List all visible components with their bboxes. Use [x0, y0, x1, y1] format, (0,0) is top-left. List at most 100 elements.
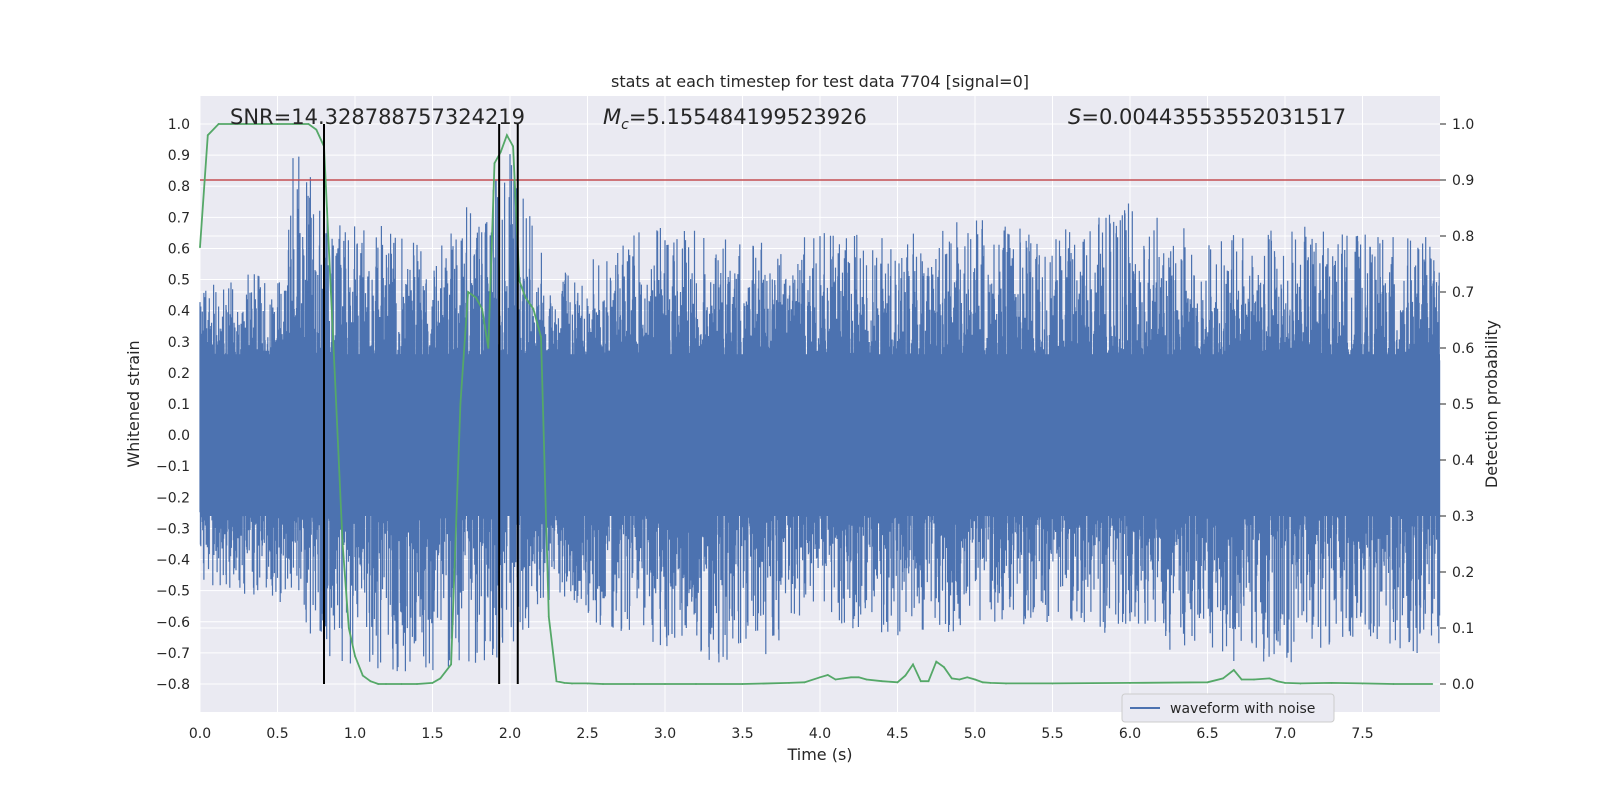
y-tick-label: −0.8	[156, 677, 190, 693]
s-symbol: S	[1068, 105, 1081, 129]
detection-probability-point	[1284, 681, 1286, 684]
detection-probability-point	[788, 681, 790, 684]
waveform-series	[199, 154, 1441, 672]
s-annotation: S=0.00443553552031517	[1068, 105, 1346, 129]
detection-probability-point	[307, 123, 310, 125]
y-tick-label: −0.1	[156, 459, 190, 475]
detection-probability-point	[563, 681, 566, 684]
detection-probability-point	[935, 660, 938, 663]
detection-probability-point	[532, 307, 535, 310]
x-tick-label: 2.5	[576, 726, 598, 742]
detection-probability-point	[467, 291, 470, 293]
detection-probability-point	[974, 678, 976, 681]
chart-title: stats at each timestep for test data 770…	[611, 72, 1029, 91]
detection-probability-point	[819, 676, 821, 679]
detection-probability-point	[834, 678, 837, 681]
detection-probability-point	[481, 307, 483, 310]
detection-probability-point	[1276, 680, 1279, 683]
y-tick-label: 0.5	[168, 273, 190, 289]
detection-probability-point	[540, 335, 542, 338]
y-tick-label: 0.6	[168, 241, 190, 257]
x-tick-label: 6.0	[1119, 726, 1141, 742]
detection-probability-point	[571, 682, 573, 685]
detection-probability-point	[803, 681, 806, 684]
detection-probability-point	[315, 128, 318, 131]
y2-tick-label: 0.2	[1452, 565, 1474, 581]
detection-probability-point	[1232, 669, 1235, 671]
y2-tick-label: 0.5	[1452, 397, 1474, 413]
overlay-layer	[199, 123, 1440, 685]
detection-probability-point	[865, 678, 868, 681]
detection-probability-point	[341, 543, 344, 545]
detection-probability-point	[1299, 682, 1302, 685]
chirp-mass-value: =5.155484199523926	[629, 105, 867, 129]
detection-probability-point	[1005, 682, 1007, 685]
detection-probability-point	[245, 123, 248, 125]
detection-probability-point	[261, 123, 263, 125]
detection-probability-point	[377, 683, 380, 685]
y2-tick-label: 0.3	[1452, 509, 1474, 525]
detection-probability-point	[518, 279, 521, 282]
detection-probability-point	[912, 663, 914, 666]
x-tick-label: 4.5	[886, 726, 908, 742]
snr-annotation: SNR=14.328788757324219	[230, 105, 525, 129]
detection-probability-point	[506, 134, 508, 137]
detection-probability-point	[217, 123, 220, 125]
y2-tick-label: 0.9	[1452, 173, 1474, 189]
detection-probability-point	[230, 123, 232, 125]
y-tick-label: −0.2	[156, 490, 190, 506]
x-tick-label: 2.0	[499, 726, 521, 742]
detection-probability-point	[943, 666, 945, 669]
detection-probability-point	[1431, 683, 1434, 685]
y-tick-label: −0.6	[156, 615, 190, 631]
y-tick-label: −0.5	[156, 584, 190, 600]
x-tick-label: 4.0	[809, 726, 831, 742]
x-tick-label: 1.5	[421, 726, 443, 742]
detection-probability-point	[664, 683, 666, 685]
detection-probability-point	[475, 296, 477, 299]
y2-tick-label: 0.0	[1452, 677, 1474, 693]
detection-probability-point	[276, 123, 279, 125]
s-value: =0.00443553552031517	[1081, 105, 1346, 129]
detection-probability-point	[1268, 677, 1271, 680]
y-tick-label: 0.4	[168, 304, 190, 320]
detection-probability-point	[385, 683, 387, 685]
detection-probability-point	[989, 681, 992, 684]
detection-probability-point	[450, 663, 452, 666]
x-tick-label: 0.5	[266, 726, 288, 742]
x-tick-label: 1.0	[344, 726, 366, 742]
detection-probability-point	[1361, 682, 1364, 685]
x-tick-label: 0.0	[189, 726, 211, 742]
detection-probability-point	[555, 680, 558, 683]
detection-probability-point	[966, 676, 969, 679]
detection-probability-point	[493, 162, 496, 165]
chirp-mass-subscript: c	[621, 117, 629, 133]
detection-probability-point	[369, 680, 372, 683]
detection-probability-point	[586, 682, 589, 685]
detection-probability-point	[881, 680, 883, 683]
detection-probability-point	[292, 123, 294, 125]
y2-tick-label: 0.4	[1452, 453, 1474, 469]
detection-probability-point	[400, 683, 403, 685]
detection-probability-point	[958, 678, 961, 681]
y-tick-label: 0.8	[168, 179, 190, 195]
y2-axis-label: Detection probability	[1482, 320, 1501, 488]
detection-probability-point	[981, 681, 984, 684]
chirp-mass-annotation: Mc=5.155484199523926	[603, 105, 867, 133]
detection-probability-point	[347, 627, 350, 629]
y-tick-label: −0.7	[156, 646, 190, 662]
detection-probability-point	[416, 683, 418, 685]
detection-probability-point	[354, 655, 356, 657]
detection-probability-point	[439, 677, 442, 680]
detection-probability-point	[695, 683, 697, 685]
x-tick-label: 7.0	[1274, 726, 1296, 742]
x-tick-label: 7.5	[1351, 726, 1373, 742]
detection-probability-point	[826, 674, 829, 676]
y-axis-label: Whitened strain	[124, 340, 143, 467]
y-tick-label: −0.3	[156, 521, 190, 537]
y2-tick-label: 0.1	[1452, 621, 1474, 637]
detection-probability-point	[547, 615, 550, 618]
y-tick-label: −0.4	[156, 553, 190, 569]
y-tick-label: 1.0	[168, 117, 190, 133]
